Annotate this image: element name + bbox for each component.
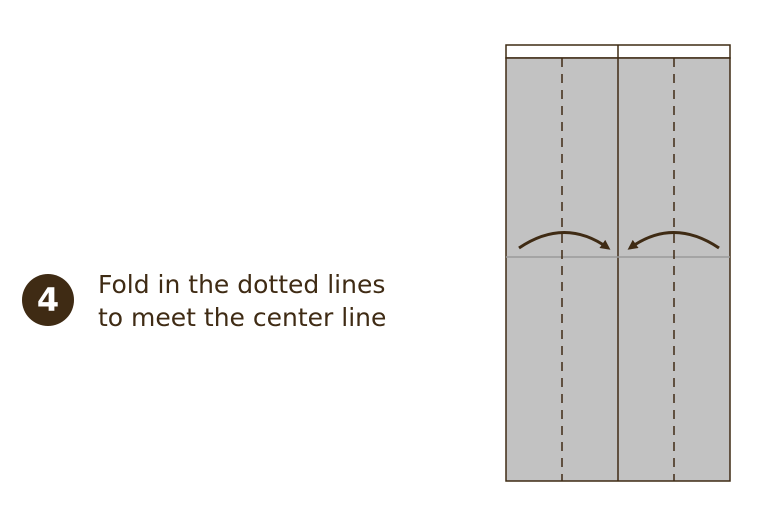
step-number-badge: 4 bbox=[22, 274, 74, 326]
instruction-line-2: to meet the center line bbox=[98, 303, 387, 332]
step-instruction: 4 Fold in the dotted lines to meet the c… bbox=[22, 268, 386, 340]
left-fold-arrow-icon bbox=[518, 231, 611, 250]
right-fold-arrow-icon bbox=[627, 231, 720, 250]
instruction-line-1: Fold in the dotted lines bbox=[98, 270, 386, 299]
instruction-text: Fold in the dotted lines to meet the cen… bbox=[98, 268, 458, 334]
